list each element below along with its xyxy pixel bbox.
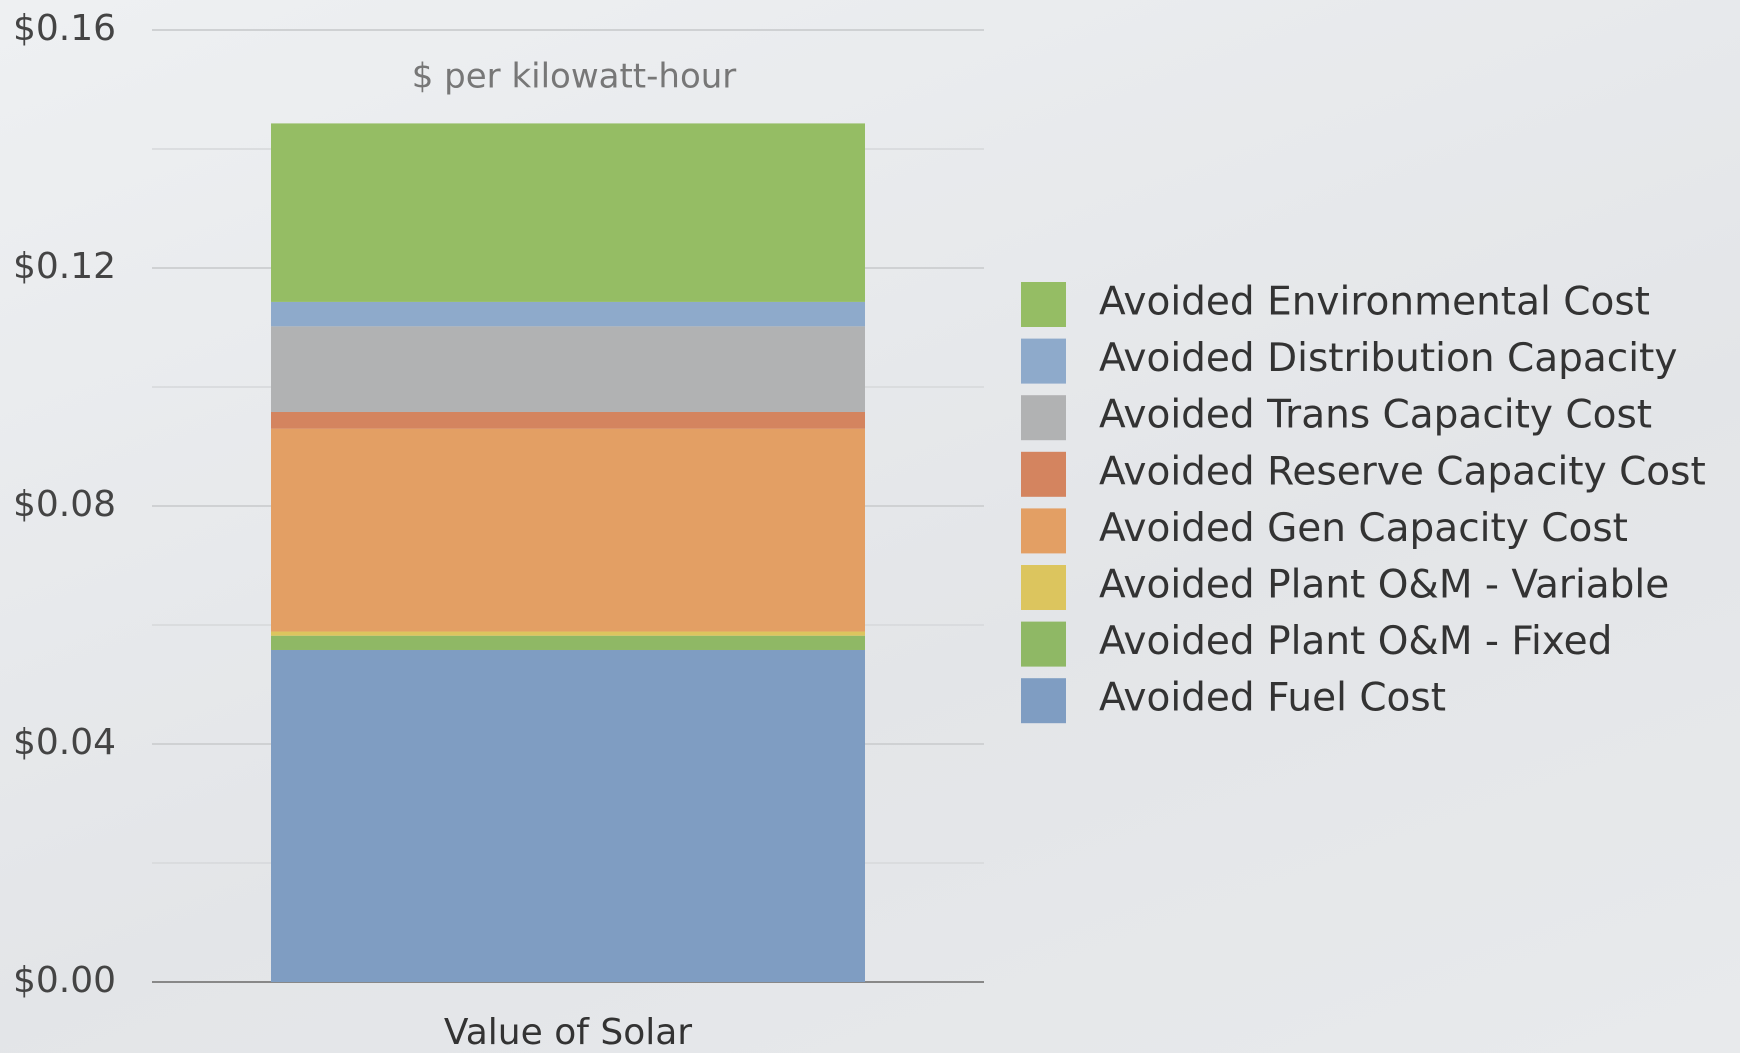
legend-label: Avoided Distribution Capacity	[1099, 336, 1677, 381]
legend-swatch	[1021, 338, 1066, 384]
axis-label: $ per kilowatt-hour	[412, 57, 737, 97]
legend-label: Avoided Plant O&M - Variable	[1099, 563, 1669, 608]
legend-swatch	[1021, 565, 1066, 610]
legend-swatch	[1021, 395, 1066, 441]
legend-label: Avoided Plant O&M - Fixed	[1099, 619, 1612, 664]
legend-label: Avoided Reserve Capacity Cost	[1099, 449, 1706, 494]
legend-label: Avoided Trans Capacity Cost	[1099, 393, 1652, 438]
bar-segment	[271, 635, 865, 650]
bar-segment	[271, 301, 865, 327]
bar-segment	[271, 326, 865, 412]
bar-segment	[271, 123, 865, 302]
bar-segment	[271, 428, 865, 632]
bar-segment	[271, 631, 865, 636]
legend-label: Avoided Gen Capacity Cost	[1099, 506, 1628, 551]
y-tick-label: $0.04	[13, 722, 116, 763]
legend-label: Avoided Fuel Cost	[1099, 676, 1446, 721]
y-tick-label: $0.08	[13, 484, 116, 525]
legend-swatch	[1021, 508, 1066, 554]
x-tick-label: Value of Solar	[444, 1012, 692, 1053]
y-tick-label: $0.00	[13, 960, 116, 1001]
legend-swatch	[1021, 621, 1066, 667]
legend-swatch	[1021, 678, 1066, 724]
y-tick-label: $0.12	[13, 246, 116, 287]
bar-segment	[271, 649, 865, 982]
bar-segment	[271, 411, 865, 429]
legend-swatch	[1021, 451, 1066, 497]
legend-label: Avoided Environmental Cost	[1099, 280, 1650, 325]
legend-swatch	[1021, 282, 1066, 327]
y-tick-label: $0.16	[13, 8, 116, 49]
